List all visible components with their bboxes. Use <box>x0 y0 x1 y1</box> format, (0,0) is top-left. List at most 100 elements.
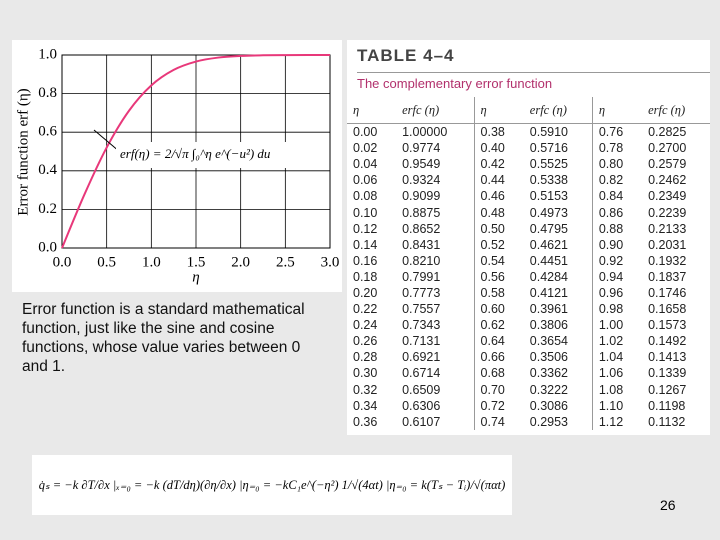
table-cell: 0.68 <box>480 366 505 381</box>
table-cell: 0.1198 <box>648 398 686 413</box>
table-cell: 0.88 <box>598 221 624 236</box>
table-cell: 0.32 <box>353 382 378 397</box>
table-cell: 0.6306 <box>396 397 475 414</box>
table-cell: 0.3654 <box>523 333 593 350</box>
table-cell: 0.84 <box>598 189 624 204</box>
table-cell: 0.5525 <box>523 156 593 173</box>
table-cell: 0.1837 <box>648 269 687 284</box>
table-cell: 0.4284 <box>523 268 593 285</box>
table-cell: 0.80 <box>598 157 624 172</box>
x-tick-label: 3.0 <box>321 254 340 270</box>
table-cell: 0.18 <box>353 269 378 284</box>
table-cell: 0.44 <box>480 173 505 188</box>
x-axis-label: η <box>192 269 199 285</box>
table-cell: 0.70 <box>480 382 505 397</box>
table-cell: 0.3362 <box>523 365 593 382</box>
table-cell: 0.30 <box>353 366 378 381</box>
x-tick-label: 0.5 <box>97 254 116 270</box>
table-cell: 0.8875 <box>396 204 475 221</box>
table-cell: 0.1658 <box>648 302 687 317</box>
table-cell: 0.6509 <box>396 381 475 398</box>
y-tick-label: 0.0 <box>38 239 57 255</box>
table-cell: 0.8210 <box>396 252 475 269</box>
table-row: 0.28 0.6921 0.66 0.3506 1.04 0.1413 <box>347 349 710 366</box>
table-cell: 0.2133 <box>648 221 687 236</box>
table-cell: 0.06 <box>353 173 378 188</box>
table-cell: 1.00000 <box>396 123 475 141</box>
table-row: 0.10 0.8875 0.48 0.4973 0.86 0.2239 <box>347 204 710 221</box>
table-cell: 0.2579 <box>648 157 687 172</box>
table-row: 0.36 0.6107 0.74 0.2953 1.12 0.1132 <box>347 413 710 430</box>
table-cell: 0.1932 <box>648 253 687 268</box>
table-cell: 0.26 <box>353 334 378 349</box>
table-row: 0.08 0.9099 0.46 0.5153 0.84 0.2349 <box>347 188 710 205</box>
column-header: η <box>474 97 524 124</box>
table-cell: 0.7991 <box>396 268 475 285</box>
erf-line <box>61 54 331 249</box>
table-cell: 0.98 <box>598 302 624 317</box>
table-cell: 0.78 <box>598 141 624 156</box>
table-cell: 0.64 <box>480 334 505 349</box>
table-cell: 0.36 <box>353 414 378 429</box>
table-cell: 0.6107 <box>396 413 475 430</box>
table-cell: 0.9324 <box>396 172 475 189</box>
table-cell: 0.1746 <box>648 285 687 300</box>
table-row: 0.18 0.7991 0.56 0.4284 0.94 0.1837 <box>347 268 710 285</box>
table-cell: 0.3961 <box>523 301 593 318</box>
annotation: erf(η) = 2/√π ∫₀^η e^(−u²) du <box>120 146 271 162</box>
table-cell: 0.8431 <box>396 236 475 253</box>
table-cell: 0.3086 <box>523 397 593 414</box>
table-row: 0.12 0.8652 0.50 0.4795 0.88 0.2133 <box>347 220 710 237</box>
table-cell: 0.24 <box>353 318 378 333</box>
table-cell: 0.3222 <box>523 381 593 398</box>
table-cell: 0.2031 <box>648 237 687 252</box>
table-cell: 0.7343 <box>396 317 475 334</box>
table-row: 0.22 0.7557 0.60 0.3961 0.98 0.1658 <box>347 301 710 318</box>
table-cell: 0.2700 <box>648 141 687 156</box>
column-header: erfc (η) <box>396 97 475 124</box>
table-cell: 0.2953 <box>523 413 593 430</box>
table-cell: 0.90 <box>598 237 624 252</box>
table-cell: 0.22 <box>353 302 378 317</box>
page-number: 26 <box>660 497 676 513</box>
table-cell: 0.1413 <box>648 350 687 365</box>
table-cell: 0.14 <box>353 237 378 252</box>
table-cell: 0.40 <box>480 141 505 156</box>
table-cell: 0.34 <box>353 398 378 413</box>
table-cell: 0.5153 <box>523 188 593 205</box>
table-cell: 0.74 <box>480 414 505 429</box>
table-cell: 0.3806 <box>523 317 593 334</box>
table-cell: 0.08 <box>353 189 378 204</box>
table-cell: 0.20 <box>353 285 378 300</box>
table-cell: 0.6921 <box>396 349 475 366</box>
erfc-table: η erfc (η) η erfc (η) η erfc (η) 0.00 1.00000 0.… <box>347 97 710 430</box>
table-cell: 1.02 <box>598 334 624 349</box>
x-tick-label: 2.5 <box>276 254 295 270</box>
table-cell: 0.94 <box>598 269 624 284</box>
y-tick-label: 0.6 <box>38 124 57 140</box>
table-cell: 0.62 <box>480 318 505 333</box>
x-tick-label: 2.0 <box>231 254 250 270</box>
table-cell: 0.10 <box>353 205 378 220</box>
table-cell: 0.42 <box>480 157 505 172</box>
table-cell: 0.9099 <box>396 188 475 205</box>
table-row: 0.06 0.9324 0.44 0.5338 0.82 0.2462 <box>347 172 710 189</box>
table-cell: 0.1573 <box>648 318 687 333</box>
column-header: erfc (η) <box>642 97 710 124</box>
x-tick-label: 0.0 <box>53 254 72 270</box>
x-tick-label: 1.5 <box>187 254 206 270</box>
table-cell: 0.2462 <box>648 173 687 188</box>
table-image: TABLE 4–4 The complementary error functi… <box>347 40 710 435</box>
table-cell: 0.66 <box>480 350 505 365</box>
table-cell: 0.54 <box>480 253 505 268</box>
table-cell: 0.12 <box>353 221 378 236</box>
table-cell: 0.96 <box>598 285 624 300</box>
table-cell: 1.04 <box>598 350 624 365</box>
table-cell: 0.9549 <box>396 156 475 173</box>
table-cell: 1.06 <box>598 366 624 381</box>
table-cell: 0.1132 <box>648 414 686 429</box>
table-cell: 0.2825 <box>648 125 687 140</box>
equation: q̇ₛ = −k ∂T/∂x |ₓ₌₀ = −k (dT/dη)(∂η/∂x) … <box>32 455 512 515</box>
table-cell: 0.9774 <box>396 140 475 157</box>
